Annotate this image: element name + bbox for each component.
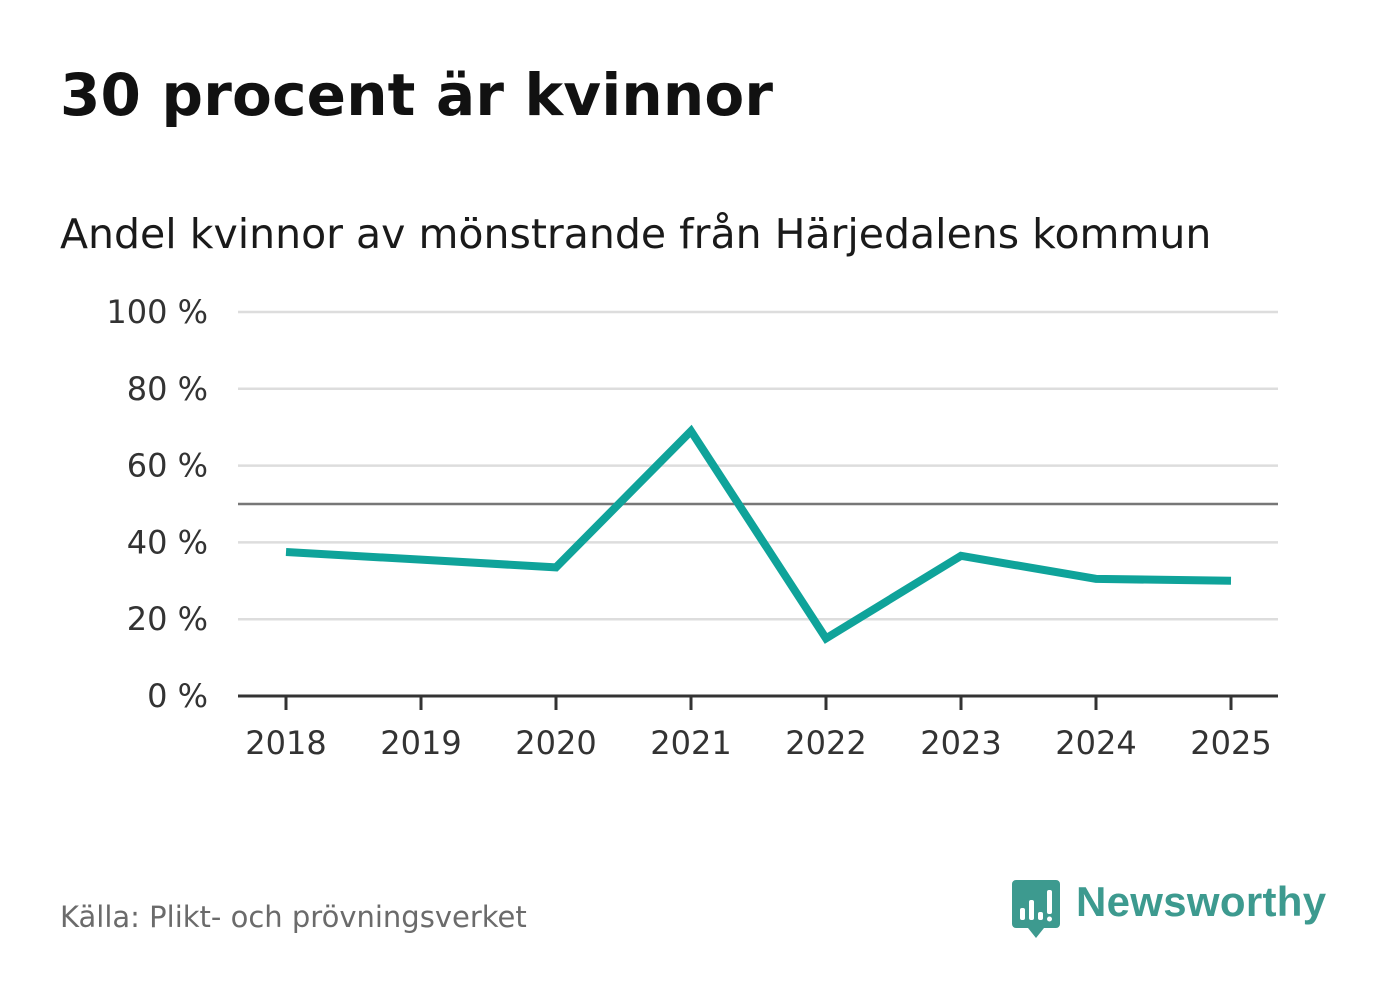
- y-tick-label: 20 %: [127, 600, 208, 638]
- x-tick-label: 2019: [380, 724, 461, 762]
- y-tick-label: 100 %: [106, 293, 208, 331]
- source-note: Källa: Plikt- och prövningsverket: [60, 900, 527, 934]
- x-tick-label: 2023: [920, 724, 1001, 762]
- x-tick-label: 2021: [650, 724, 731, 762]
- line-chart: 0 % 20 % 40 % 60 % 80 % 100 % 2018 2019 2020 202…: [106, 293, 1278, 762]
- brand-name: Newsworthy: [1076, 878, 1327, 925]
- newsworthy-logo: Newsworthy: [1010, 878, 1326, 942]
- x-tick-label: 2025: [1190, 724, 1271, 762]
- y-tick-label: 80 %: [127, 370, 208, 408]
- y-tick-label: 0 %: [147, 677, 208, 715]
- chart-subtitle: Andel kvinnor av mönstrande från Härjeda…: [60, 210, 1212, 258]
- data-series: [285, 424, 1232, 644]
- x-tick-label: 2022: [785, 724, 866, 762]
- series-line: [285, 424, 1232, 644]
- x-tick-label: 2024: [1055, 724, 1136, 762]
- grid-lines: [238, 310, 1278, 621]
- y-tick-label: 40 %: [127, 523, 208, 561]
- x-tick-label: 2020: [515, 724, 596, 762]
- chart-title: 30 procent är kvinnor: [60, 61, 774, 129]
- y-axis-tick-labels: 0 % 20 % 40 % 60 % 80 % 100 %: [106, 293, 208, 715]
- x-axis-ticks: 2018 2019 2020 2021 2022 2023 2024 2025: [245, 696, 1272, 762]
- y-tick-label: 60 %: [127, 447, 208, 485]
- x-tick-label: 2018: [245, 724, 326, 762]
- bar-chart-speech-bubble-icon: [1012, 880, 1060, 938]
